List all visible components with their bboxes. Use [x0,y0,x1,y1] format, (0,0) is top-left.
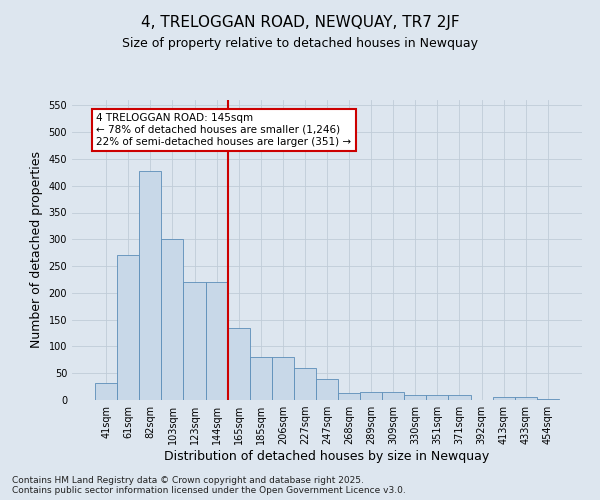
Bar [360,392,382,400]
Bar [404,395,427,400]
Bar [95,383,117,400]
Bar [316,378,338,400]
Text: Contains HM Land Registry data © Crown copyright and database right 2025.
Contai: Contains HM Land Registry data © Crown c… [12,476,406,495]
Bar [184,282,206,400]
Bar [427,395,448,400]
Bar [227,328,250,400]
Bar [338,393,360,400]
Bar [161,240,184,400]
Text: 4, TRELOGGAN ROAD, NEWQUAY, TR7 2JF: 4, TRELOGGAN ROAD, NEWQUAY, TR7 2JF [140,15,460,30]
Text: 4 TRELOGGAN ROAD: 145sqm
← 78% of detached houses are smaller (1,246)
22% of sem: 4 TRELOGGAN ROAD: 145sqm ← 78% of detach… [96,114,352,146]
Bar [382,392,404,400]
Bar [294,368,316,400]
Text: Size of property relative to detached houses in Newquay: Size of property relative to detached ho… [122,38,478,51]
Bar [537,399,559,400]
Bar [250,357,272,400]
Bar [117,256,139,400]
Bar [272,357,294,400]
Bar [139,170,161,400]
X-axis label: Distribution of detached houses by size in Newquay: Distribution of detached houses by size … [164,450,490,463]
Bar [206,282,227,400]
Bar [515,398,537,400]
Bar [448,395,470,400]
Bar [493,398,515,400]
Y-axis label: Number of detached properties: Number of detached properties [30,152,43,348]
